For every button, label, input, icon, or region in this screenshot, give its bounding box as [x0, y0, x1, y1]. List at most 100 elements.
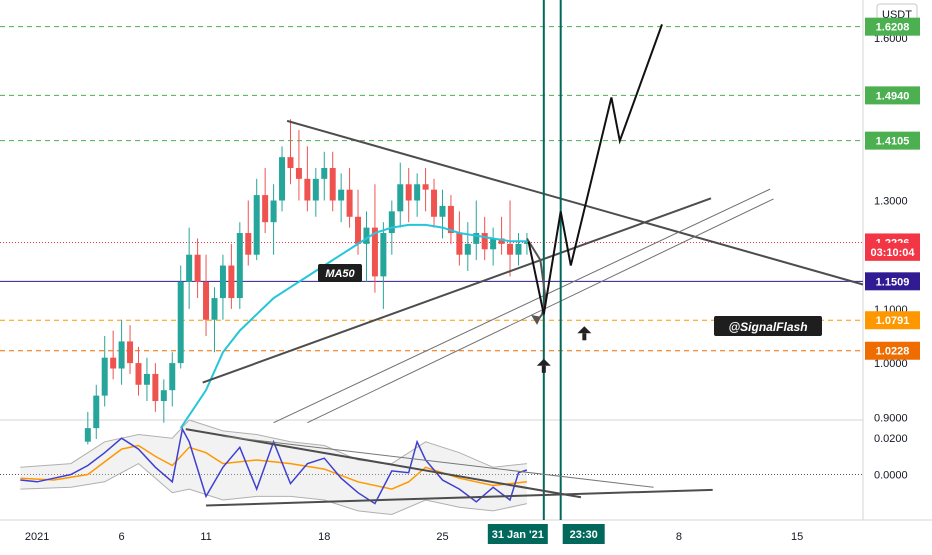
candle	[143, 357, 150, 402]
time-tick-label: 8	[676, 531, 682, 543]
candle	[228, 243, 235, 309]
candle-body	[211, 298, 218, 320]
candle-body	[219, 265, 226, 299]
candle	[346, 168, 353, 228]
forecast-arrowhead	[531, 314, 542, 325]
candle	[118, 319, 125, 385]
candle	[203, 254, 210, 336]
candle	[304, 146, 311, 212]
time-tick-label: 11	[200, 531, 211, 543]
candle-body	[329, 168, 336, 201]
candle	[110, 330, 117, 380]
price-level-tag-bg	[865, 131, 920, 150]
candle-body	[228, 265, 235, 299]
oscillator-trendline-0	[185, 428, 582, 499]
candle	[329, 151, 336, 212]
candle-body	[507, 243, 514, 255]
candle	[262, 168, 269, 234]
candle-body	[312, 178, 319, 201]
candle	[498, 216, 505, 255]
candle	[101, 336, 108, 407]
candle-body	[110, 357, 117, 369]
candle-body	[143, 373, 150, 385]
time-tag-text: 23:30	[570, 529, 598, 541]
oscillator-trendline-1	[206, 488, 713, 507]
date-tag-bg	[487, 524, 548, 544]
candles	[84, 119, 530, 445]
candle-body	[118, 341, 125, 369]
candle	[194, 238, 201, 299]
arrow-up-head	[536, 358, 551, 366]
price-level-tag-text: 1.0228	[876, 346, 910, 358]
oscillator	[20, 426, 713, 507]
candle-body	[447, 205, 454, 234]
time-tick-label: 18	[318, 531, 330, 543]
candle-body	[464, 243, 471, 255]
price-level-tag: 03:10:04	[865, 242, 920, 261]
trendline-2	[273, 188, 771, 424]
candle-body	[295, 168, 302, 179]
candle	[363, 211, 370, 282]
candle	[431, 178, 438, 228]
candle-body	[245, 233, 252, 255]
date-tag-text: 31 Jan '21	[492, 529, 544, 541]
candle-body	[355, 216, 362, 244]
candle-body	[473, 233, 480, 244]
ma50-line	[179, 223, 527, 429]
candle	[473, 200, 480, 261]
candle-body	[270, 200, 277, 223]
oscillator-band-lower	[20, 462, 528, 516]
candle	[338, 173, 345, 223]
candle-body	[363, 227, 370, 244]
candle-body	[338, 189, 345, 201]
candle	[456, 211, 463, 266]
candle-body	[101, 357, 108, 396]
candle	[439, 189, 446, 239]
time-tag: 23:30	[562, 524, 605, 544]
candle-body	[498, 238, 505, 244]
candle-body	[177, 281, 184, 364]
oscillator-line	[20, 426, 528, 505]
price-tick-label: 1.0000	[874, 358, 908, 370]
price-level-tag: 1.1509	[865, 272, 920, 291]
price-level-tag: 1.0228	[865, 341, 920, 360]
grid	[0, 0, 932, 521]
time-tick-label: 2021	[25, 531, 49, 543]
candle	[515, 233, 522, 266]
arrow-up-stem	[541, 365, 546, 373]
arrow-up-icon	[536, 358, 551, 373]
price-tick-label: 1.3000	[874, 196, 908, 208]
price-level-tag-bg	[865, 86, 920, 105]
oscillator-tick-label: 0.0000	[874, 470, 908, 482]
watermark-label: @SignalFlash	[714, 316, 822, 336]
candle	[186, 227, 193, 309]
candle-body	[321, 168, 328, 179]
candle	[93, 384, 100, 439]
price-level-tag: 1.4105	[865, 131, 920, 150]
price-level-tag-text: 03:10:04	[870, 247, 915, 259]
time-tag-bg	[562, 524, 605, 544]
candle-body	[346, 189, 353, 217]
candle-body	[490, 238, 497, 250]
candle	[127, 325, 134, 374]
candle	[245, 200, 252, 266]
candle-body	[127, 341, 134, 364]
candle-body	[380, 233, 387, 277]
trendlines	[202, 119, 864, 424]
candle-body	[431, 189, 438, 217]
candle-body	[152, 373, 159, 402]
candle	[380, 222, 387, 309]
candle-body	[203, 281, 210, 320]
price-tick-label: 1.6000	[874, 33, 908, 45]
candle-body	[523, 242, 530, 244]
projection	[526, 24, 663, 373]
candle-body	[135, 363, 142, 385]
price-level-tag-bg	[865, 17, 920, 36]
candle-body	[304, 178, 311, 201]
candle-body	[515, 243, 522, 255]
candle-body	[279, 157, 286, 201]
labels: USDT1.62081.49401.41051.222603:10:041.15…	[318, 3, 920, 544]
candle-body	[388, 211, 395, 234]
